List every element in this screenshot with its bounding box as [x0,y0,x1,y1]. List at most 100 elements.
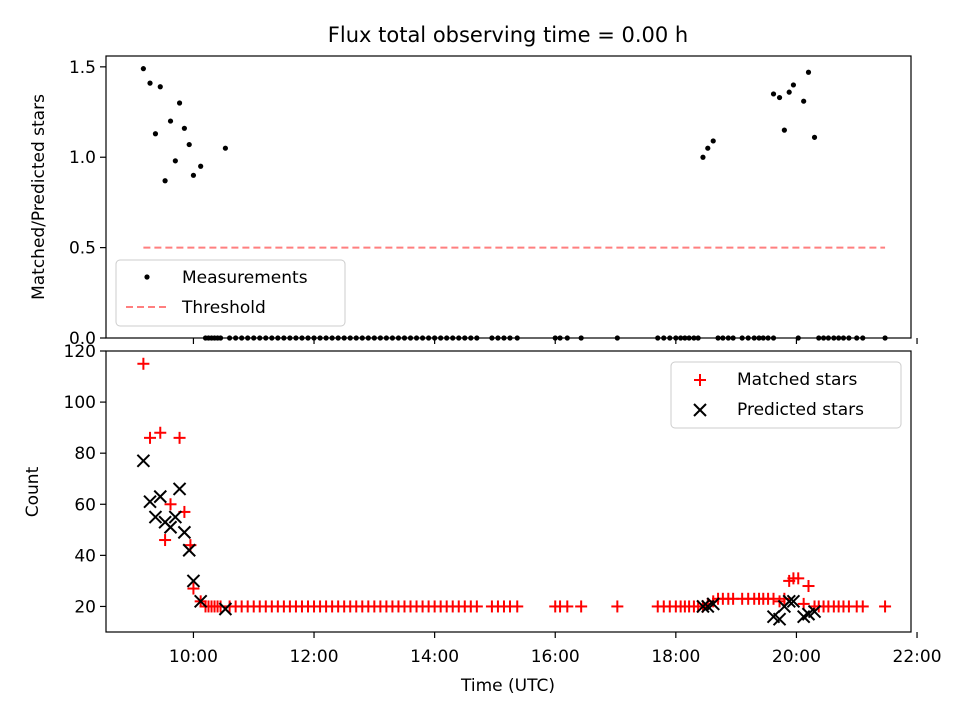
matched-point [154,426,167,439]
y-tick-label: 100 [64,393,96,413]
predicted-point [807,604,822,619]
predicted-point [182,543,196,557]
bottom-y-axis: 20 40 60 80 100 120 [64,342,106,617]
predicted-point [193,594,208,609]
matched-point [511,600,524,613]
predicted-point [143,495,157,509]
predicted-point-b [172,482,187,496]
matched-point [879,600,892,613]
predicted-point-b [153,489,167,504]
matched-point [173,431,186,444]
predicted-point [786,594,801,609]
x-axis-label: Time (UTC) [460,676,555,696]
matched-point [778,592,791,605]
measurement-point [176,100,183,106]
top-y-axis-label: Matched/Predicted stars [29,94,49,300]
bottom-legend: Matched stars Predicted stars [670,361,902,429]
predicted-point [136,454,151,468]
predicted-point-b [772,612,787,626]
predicted-point-b [193,594,208,609]
predicted-point-b [136,454,151,468]
y-tick-label: 60 [74,495,96,515]
predicted-point [186,574,201,588]
y-tick-label: 0.5 [69,239,96,259]
predicted-point [706,597,720,611]
predicted-point [172,482,187,496]
matched-point [856,600,869,613]
bottom-legend-box [670,361,902,429]
predicted-point-b [168,510,183,524]
y-tick-label: 0.0 [69,329,96,349]
predicted-point-b [163,520,178,534]
matched-point [575,600,588,613]
figure-title: Flux total observing time = 0.00 h [328,23,688,47]
predicted-point [168,510,183,524]
predicted-point-b [177,525,192,540]
measurement-point [770,91,777,97]
predicted-point-b [218,602,233,616]
top-x-axis [192,338,918,344]
predicted-point-b [786,594,801,609]
measurement-point [140,66,146,72]
predicted-point-b [696,599,710,614]
matched-point [802,580,815,593]
predicted-point-b [807,604,822,619]
measurement-point [162,178,168,184]
measurement-point [781,127,787,133]
matched-point [611,600,624,613]
bottom-panel: 20 40 60 80 100 120 10:00 12:00 14:00 16:00 18:00… [23,342,942,696]
predicted-point [772,612,787,626]
matched-point [561,600,574,613]
top-panel: 0.0 0.5 1.0 1.5 Matched/Predicted stars Mea… [29,55,918,349]
matched-point [144,431,157,444]
predicted-point-b [706,597,720,611]
matched-point [187,582,200,595]
matched-point [792,572,805,585]
predicted-point [177,525,192,540]
matched-point [470,600,483,613]
top-y-axis: 0.0 0.5 1.0 1.5 [69,58,106,349]
legend-label-threshold: Threshold [181,298,266,318]
predicted-point-b [766,609,781,624]
predicted-point [782,594,796,609]
x-tick-label: 16:00 [531,647,580,667]
x-tick-label: 10:00 [169,647,218,667]
predicted-point [163,520,178,534]
measurement-point [172,158,178,164]
top-legend-box [115,259,346,327]
measurement-point [786,89,792,95]
measurement-point [790,82,797,88]
measurement-point [157,84,163,90]
legend-label-matched: Matched stars [737,370,857,390]
measurement-point [167,118,174,124]
measurement-point [811,134,818,140]
measurement-point [710,138,716,144]
predicted-point [218,602,233,616]
measurement-point [222,145,228,151]
bottom-plot-frame [105,350,912,633]
y-tick-label: 1.0 [69,148,96,168]
matched-point [159,534,172,547]
top-plot-frame [105,55,912,339]
measurement-point [147,80,153,86]
measurement-point [801,98,807,104]
bottom-x-axis: 10:00 12:00 14:00 16:00 18:00 20:00 22:00 [169,632,942,667]
measurement-point [181,125,187,131]
measurement-point [190,172,197,178]
bottom-marks [136,357,892,626]
predicted-point-b [782,594,796,609]
y-tick-label: 1.5 [69,58,96,78]
predicted-point [148,510,163,524]
x-tick-label: 14:00 [410,647,459,667]
predicted-point [153,489,167,504]
matched-point [701,597,714,610]
legend-label-predicted: Predicted stars [737,400,864,420]
y-tick-label: 40 [74,546,96,566]
legend-marker-matched [694,374,706,386]
predicted-point-b [182,543,196,557]
legend-label-measurements: Measurements [182,268,308,288]
legend-marker-predicted [693,403,707,417]
matched-point [767,592,780,605]
matched-point [137,357,150,370]
